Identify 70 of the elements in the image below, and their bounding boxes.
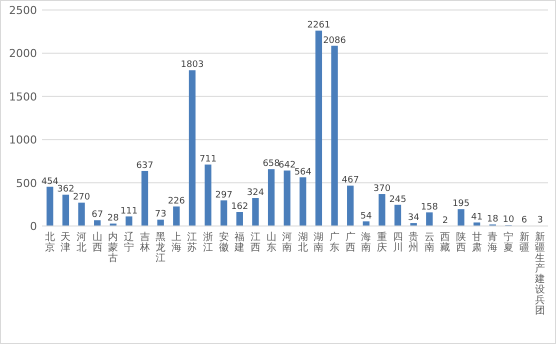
x-tick-label: 山东 [266, 231, 276, 254]
x-tick-label: 江苏 [187, 231, 198, 254]
x-tick-label: 甘肃 [472, 231, 482, 254]
x-tick-label: 宁夏 [503, 231, 514, 254]
y-tick-label: 2500 [9, 4, 37, 17]
data-label: 195 [452, 199, 470, 210]
data-label: 2261 [307, 20, 330, 31]
data-label: 270 [72, 192, 90, 203]
data-label: 10 [502, 215, 514, 226]
y-tick-label: 500 [16, 176, 37, 190]
x-tick-label: 内蒙古 [108, 231, 118, 264]
data-label: 34 [408, 213, 420, 224]
data-label: 73 [154, 210, 166, 220]
x-tick-label: 四川 [392, 232, 403, 254]
data-label: 467 [342, 176, 359, 186]
x-tick-label: 海南 [361, 231, 372, 254]
y-tick-label: 2000 [9, 47, 37, 60]
data-label: 3 [537, 216, 543, 226]
y-tick-label: 1000 [9, 134, 37, 147]
x-tick-label: 新疆生产建设兵团 [534, 231, 546, 316]
x-tick-label: 广东 [330, 231, 340, 254]
data-label: 297 [215, 190, 232, 200]
x-tick-label: 辽宁 [124, 231, 134, 254]
x-tick-label: 北京 [44, 231, 55, 254]
x-tick-label: 云南 [424, 232, 434, 254]
data-label: 1803 [180, 60, 204, 70]
x-tick-label: 安徽 [218, 231, 229, 254]
x-tick-label: 浙江 [203, 231, 214, 254]
x-tick-label: 贵州 [408, 231, 419, 254]
x-tick-label: 黑龙江 [156, 232, 166, 264]
x-tick-label: 西藏 [440, 232, 450, 254]
data-label: 245 [389, 194, 406, 205]
x-tick-label: 河北 [76, 231, 87, 254]
data-label: 711 [199, 154, 217, 165]
x-tick-label: 上海 [171, 231, 182, 254]
x-tick-label: 河南 [282, 231, 292, 254]
x-tick-label: 天津 [60, 232, 71, 254]
data-label: 2086 [323, 36, 346, 46]
x-tick-label: 江西 [250, 231, 260, 254]
data-label: 158 [420, 202, 438, 212]
data-label: 2 [442, 216, 448, 226]
data-label: 370 [373, 184, 391, 194]
x-tick-label: 湖南 [314, 231, 324, 254]
x-tick-label: 吉林 [138, 231, 150, 254]
y-tick-label: 1500 [9, 90, 37, 104]
y-tick-label: 0 [30, 220, 37, 233]
x-tick-label: 青海 [488, 231, 498, 254]
x-tick-label: 山西 [92, 231, 102, 254]
x-tick-label: 陕西 [456, 231, 466, 254]
x-tick-label: 新疆 [519, 231, 530, 254]
data-label: 658 [262, 159, 280, 170]
data-label: 454 [41, 176, 59, 187]
data-label: 111 [120, 206, 138, 216]
data-label: 41 [471, 212, 483, 222]
data-label: 324 [246, 188, 264, 198]
data-label: 637 [136, 160, 154, 171]
data-label: 362 [57, 184, 74, 195]
x-tick-label: 湖北 [298, 231, 308, 254]
x-tick-label: 广西 [345, 231, 356, 254]
data-label: 226 [168, 196, 186, 206]
x-tick-label: 福建 [234, 231, 245, 254]
data-label: 28 [107, 214, 120, 224]
x-tick-label: 重庆 [376, 231, 387, 254]
data-label: 564 [294, 167, 312, 178]
data-label: 6 [521, 215, 528, 226]
data-label: 162 [231, 202, 248, 212]
data-label: 18 [486, 214, 499, 224]
data-label: 54 [360, 211, 372, 222]
data-label: 642 [278, 160, 296, 171]
data-label: 67 [92, 210, 104, 220]
